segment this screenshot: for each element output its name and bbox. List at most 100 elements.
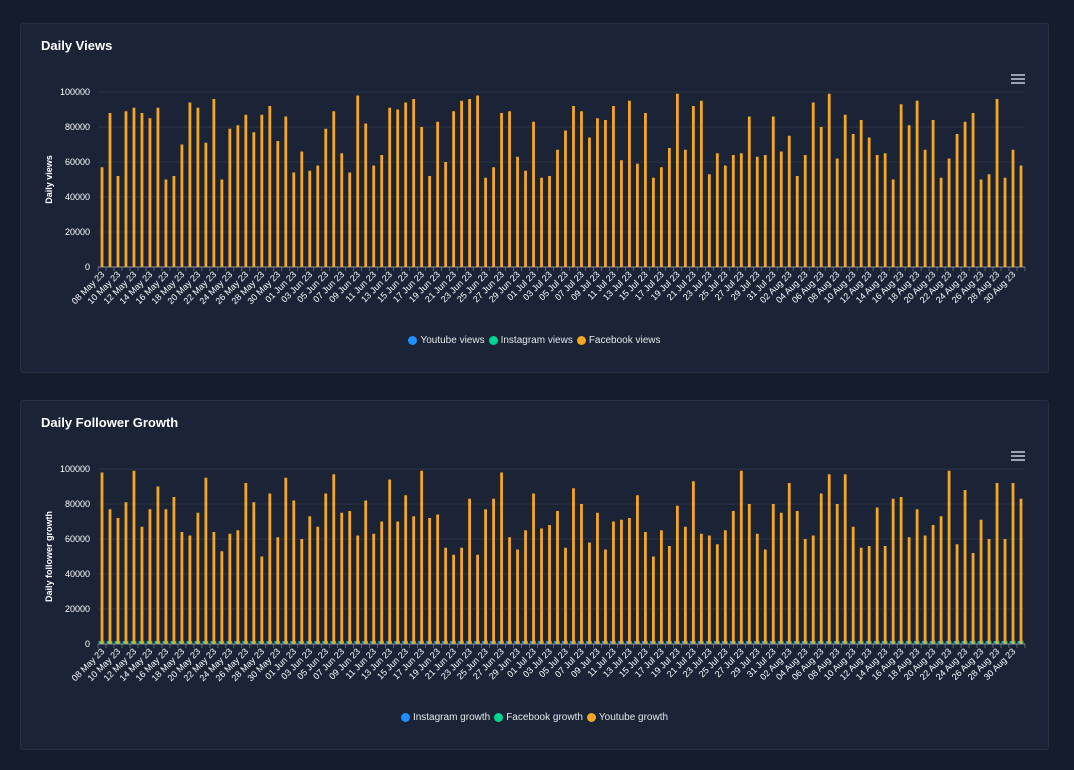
bar[interactable] — [188, 102, 192, 268]
bar[interactable] — [707, 535, 711, 645]
chart-menu-icon[interactable] — [1011, 74, 1025, 84]
bar[interactable] — [707, 174, 711, 267]
bar[interactable] — [851, 526, 855, 644]
bar[interactable] — [476, 554, 479, 644]
bar[interactable] — [755, 156, 759, 267]
bar[interactable] — [612, 106, 615, 267]
bar[interactable] — [412, 99, 416, 267]
bar[interactable] — [683, 526, 687, 644]
bar[interactable] — [116, 176, 120, 267]
bar[interactable] — [971, 553, 975, 644]
bar[interactable] — [1003, 539, 1007, 644]
bar[interactable] — [675, 505, 679, 644]
bar[interactable] — [412, 516, 416, 644]
bar[interactable] — [779, 512, 783, 644]
bar[interactable] — [939, 177, 943, 267]
bar[interactable] — [532, 121, 535, 267]
bar[interactable] — [268, 106, 272, 267]
bar[interactable] — [468, 498, 471, 644]
bar[interactable] — [308, 516, 312, 644]
bar[interactable] — [404, 102, 408, 268]
bar[interactable] — [132, 470, 136, 644]
bar[interactable] — [987, 539, 991, 644]
bar[interactable] — [787, 483, 791, 644]
bar[interactable] — [300, 151, 304, 268]
bar[interactable] — [236, 530, 240, 644]
bar[interactable] — [596, 512, 599, 644]
bar[interactable] — [172, 497, 176, 644]
bar[interactable] — [444, 547, 448, 644]
bar[interactable] — [340, 153, 344, 267]
bar[interactable] — [436, 514, 440, 645]
bar[interactable] — [532, 493, 535, 645]
bar[interactable] — [228, 128, 232, 267]
bar[interactable] — [883, 153, 887, 267]
chart-menu-icon[interactable] — [1011, 451, 1025, 461]
bar[interactable] — [276, 141, 280, 267]
bar[interactable] — [731, 511, 735, 644]
bar[interactable] — [572, 106, 575, 267]
bar[interactable] — [276, 537, 280, 644]
bar[interactable] — [659, 530, 663, 644]
bar[interactable] — [324, 493, 328, 645]
bar[interactable] — [683, 149, 687, 267]
bar[interactable] — [380, 155, 384, 267]
legend-item[interactable]: Facebook growth — [494, 712, 583, 723]
bar[interactable] — [452, 111, 456, 267]
bar[interactable] — [548, 176, 551, 267]
bar[interactable] — [987, 174, 991, 267]
legend-item[interactable]: Youtube growth — [586, 712, 668, 723]
bar[interactable] — [220, 179, 224, 268]
bar[interactable] — [636, 163, 639, 267]
bar[interactable] — [675, 93, 679, 267]
bar[interactable] — [524, 530, 527, 644]
bar[interactable] — [492, 498, 495, 644]
bar[interactable] — [252, 502, 256, 644]
bar[interactable] — [244, 114, 248, 267]
bar[interactable] — [947, 158, 951, 268]
bar[interactable] — [556, 511, 559, 644]
bar[interactable] — [436, 121, 440, 267]
bar[interactable] — [356, 95, 360, 268]
bar[interactable] — [132, 107, 136, 267]
bar[interactable] — [979, 519, 983, 644]
bar[interactable] — [260, 556, 264, 645]
bar[interactable] — [292, 500, 296, 645]
bar[interactable] — [444, 162, 448, 267]
bar[interactable] — [867, 546, 871, 644]
bar[interactable] — [803, 539, 807, 644]
bar[interactable] — [372, 165, 376, 268]
bar[interactable] — [292, 172, 296, 268]
bar[interactable] — [180, 532, 184, 644]
bar[interactable] — [284, 477, 288, 644]
bar[interactable] — [572, 488, 575, 644]
bar[interactable] — [332, 474, 336, 644]
bar[interactable] — [811, 102, 815, 268]
bar[interactable] — [500, 113, 503, 267]
bar[interactable] — [811, 535, 815, 645]
bar[interactable] — [260, 114, 264, 267]
bar[interactable] — [644, 532, 647, 644]
bar[interactable] — [196, 107, 200, 267]
bar[interactable] — [715, 544, 719, 644]
bar[interactable] — [172, 176, 176, 267]
bar[interactable] — [899, 104, 903, 267]
bar[interactable] — [1019, 165, 1023, 268]
bar[interactable] — [875, 507, 879, 645]
bar[interactable] — [556, 149, 559, 267]
bar[interactable] — [644, 113, 647, 267]
bar[interactable] — [404, 495, 408, 644]
bar[interactable] — [835, 504, 839, 644]
bar[interactable] — [843, 114, 847, 267]
bar[interactable] — [939, 516, 943, 644]
bar[interactable] — [915, 100, 919, 267]
bar[interactable] — [763, 155, 767, 267]
bar[interactable] — [819, 127, 823, 267]
bar[interactable] — [851, 134, 855, 267]
bar[interactable] — [659, 167, 663, 267]
bar[interactable] — [348, 172, 352, 268]
bar[interactable] — [252, 132, 256, 267]
bar[interactable] — [803, 155, 807, 267]
bar[interactable] — [588, 137, 591, 268]
bar[interactable] — [364, 500, 368, 645]
